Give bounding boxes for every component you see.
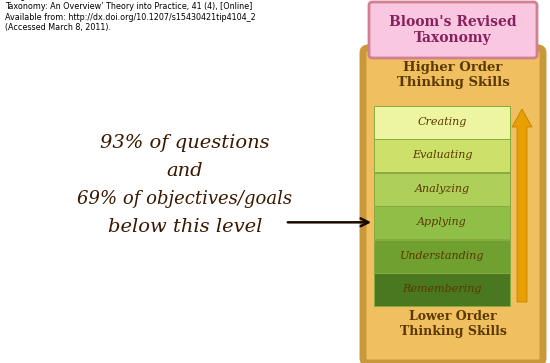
- Bar: [374, 106, 510, 139]
- Text: Higher Order
Thinking Skills: Higher Order Thinking Skills: [397, 61, 509, 89]
- Bar: [374, 172, 510, 205]
- Text: Understanding: Understanding: [400, 251, 484, 261]
- Text: Lower Order
Thinking Skills: Lower Order Thinking Skills: [399, 310, 507, 338]
- FancyBboxPatch shape: [369, 2, 537, 58]
- Text: 69% of objectives/goals: 69% of objectives/goals: [78, 190, 293, 208]
- Text: Bloom's Revised
Taxonomy: Bloom's Revised Taxonomy: [389, 15, 517, 45]
- Text: Creating: Creating: [417, 117, 467, 127]
- Text: Image based on: Krathwohl, D.R. (2002) ‘A Revision of Bloom’s
Taxonomy: An Overv: Image based on: Krathwohl, D.R. (2002) ‘…: [5, 0, 257, 32]
- Bar: [374, 206, 510, 239]
- Bar: [374, 240, 510, 273]
- Bar: [374, 273, 510, 306]
- Text: below this level: below this level: [108, 218, 262, 236]
- FancyArrow shape: [512, 109, 532, 302]
- FancyBboxPatch shape: [363, 48, 543, 363]
- Text: and: and: [167, 162, 204, 180]
- Text: 93% of questions: 93% of questions: [100, 134, 270, 152]
- Text: Evaluating: Evaluating: [412, 150, 472, 160]
- Text: Analyzing: Analyzing: [415, 184, 470, 194]
- Bar: [374, 139, 510, 172]
- Text: Applying: Applying: [417, 217, 467, 227]
- Text: Remembering: Remembering: [402, 284, 482, 294]
